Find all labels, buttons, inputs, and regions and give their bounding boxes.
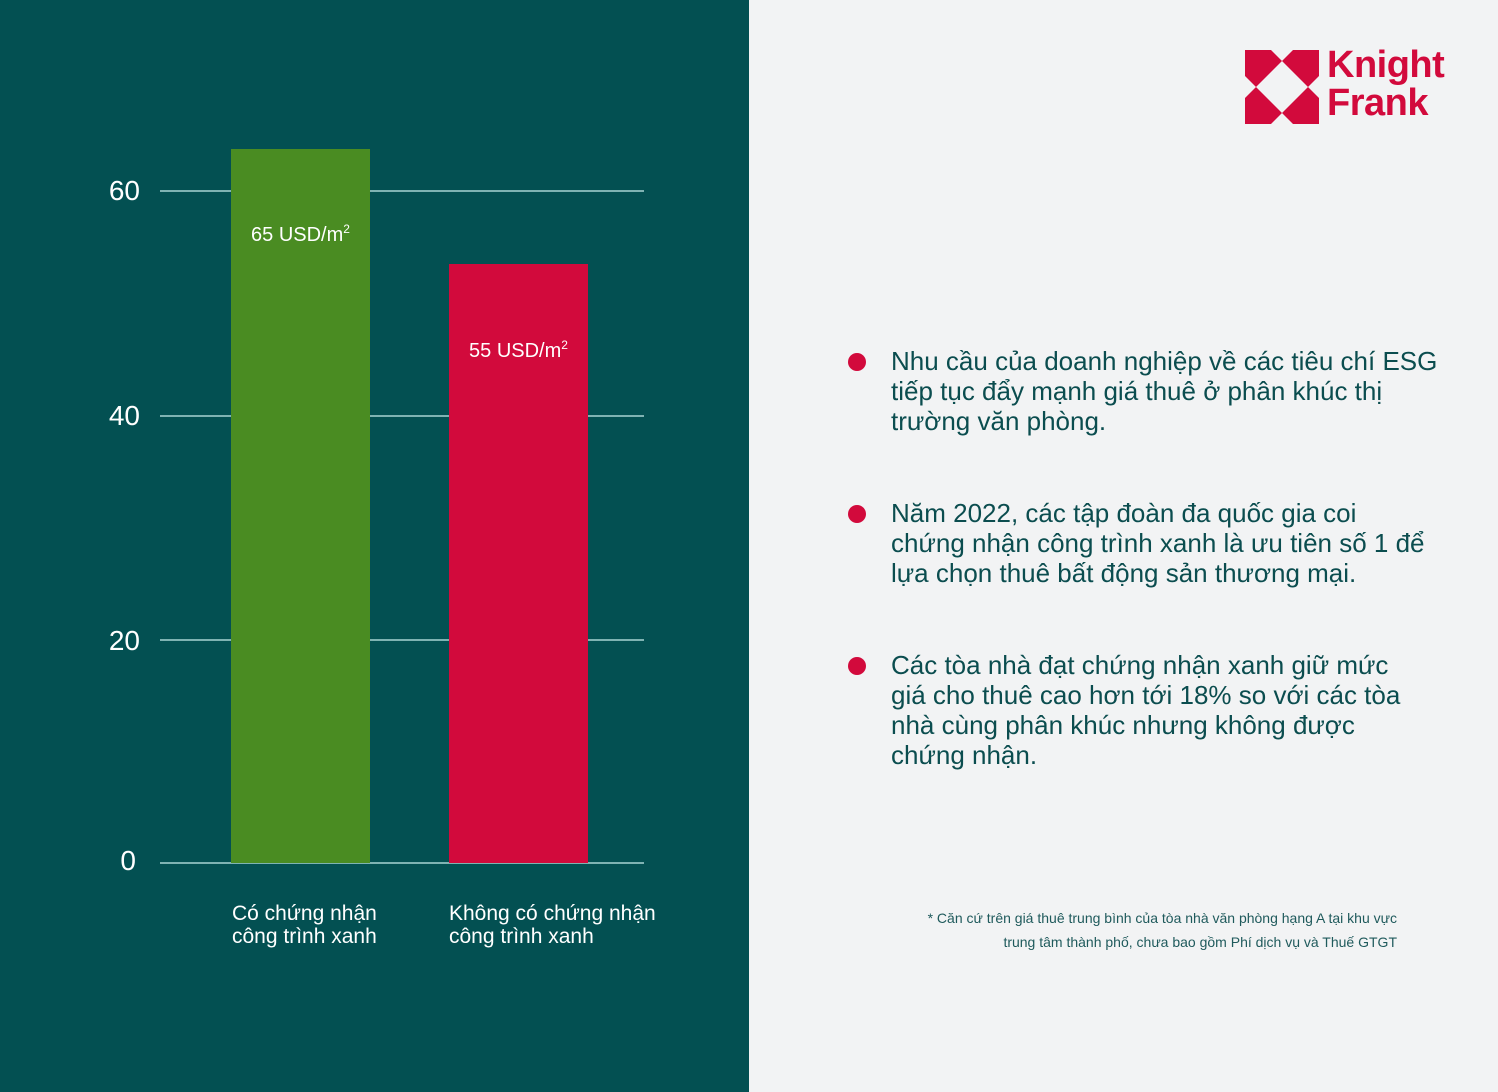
bullet-dot-icon [848, 353, 866, 371]
category-label-not-certified: Không có chứng nhận công trình xanh [449, 902, 656, 948]
chart-panel: 60 40 20 0 65 USD/m2 55 USD/m2 Có chứng … [0, 0, 749, 1092]
y-tick-60: 60 [108, 175, 140, 206]
bullet-text: Các tòa nhà đạt chứng nhận xanh giữ mức … [891, 650, 1401, 770]
category-label-certified: Có chứng nhận công trình xanh [232, 902, 377, 948]
bullet-text: Nhu cầu của doanh nghiệp về các tiêu chí… [891, 346, 1438, 436]
y-tick-20: 20 [108, 625, 140, 656]
bar-value-label: 65 USD/m2 [251, 222, 350, 246]
bar-value-label: 55 USD/m2 [469, 338, 568, 362]
gridline-20 [160, 639, 644, 641]
knight-frank-logo-mark-icon [1245, 50, 1319, 124]
logo-wordmark: Knight Frank [1327, 44, 1445, 124]
gridline-60 [160, 190, 644, 192]
text-panel [749, 0, 1498, 1092]
y-tick-40: 40 [108, 400, 140, 431]
y-tick-0: 0 [120, 845, 136, 876]
bullet-dot-icon [848, 505, 866, 523]
gridline-40 [160, 415, 644, 417]
bar-red-not-certified: 55 USD/m2 [449, 264, 588, 863]
bullet-dot-icon [848, 657, 866, 675]
bar-green-certified: 65 USD/m2 [231, 149, 370, 863]
bullet-text: Năm 2022, các tập đoàn đa quốc gia coi c… [891, 498, 1425, 588]
gridline-0-baseline [160, 862, 644, 864]
footnote: * Căn cứ trên giá thuê trung bình của tò… [927, 910, 1397, 950]
